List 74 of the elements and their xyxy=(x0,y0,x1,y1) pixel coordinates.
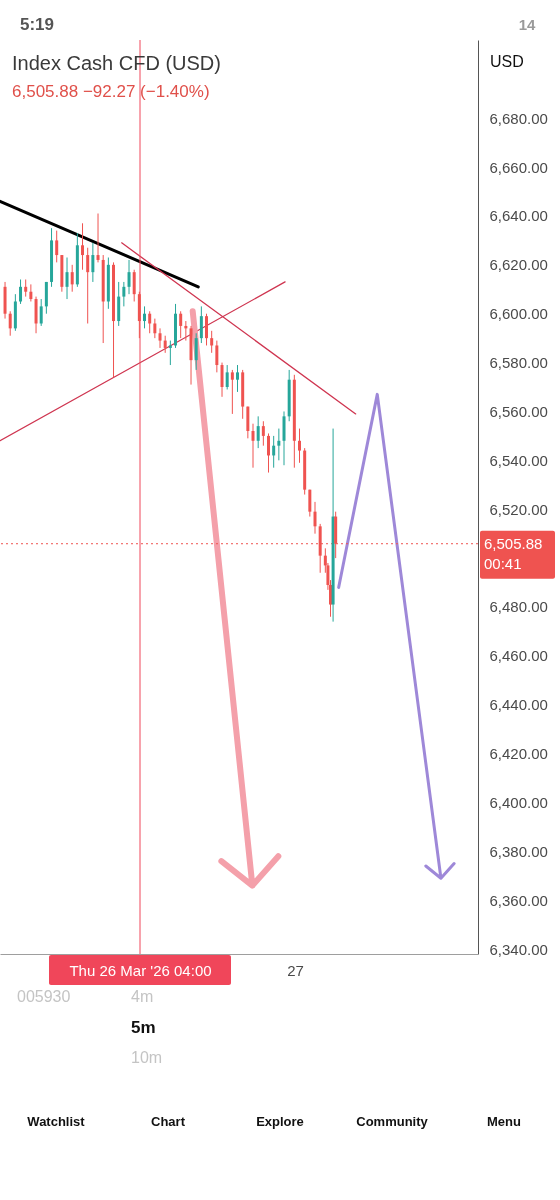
text: Watchlist xyxy=(27,1114,86,1129)
candlestick xyxy=(29,283,33,302)
candlestick xyxy=(298,428,302,464)
candlestick xyxy=(251,423,255,469)
candlestick xyxy=(194,332,198,371)
text: Chart xyxy=(151,1114,186,1129)
candlestick xyxy=(267,432,271,474)
candlestick xyxy=(205,313,209,346)
candlestick xyxy=(91,242,95,283)
y-tick-label: 6,360.00 xyxy=(489,891,548,909)
y-tick-label: 6,580.00 xyxy=(489,354,548,372)
candlestick xyxy=(261,420,265,447)
y-tick-label: 6,680.00 xyxy=(489,109,548,127)
candlestick xyxy=(96,213,100,263)
text: 5:19 xyxy=(20,15,55,34)
candlestick xyxy=(132,269,136,302)
y-tick-label: 6,420.00 xyxy=(489,745,548,763)
candlestick xyxy=(122,281,126,307)
x-tick-label: 27 xyxy=(287,961,304,979)
y-tick-label: 6,560.00 xyxy=(489,402,548,420)
text: USD xyxy=(490,53,524,70)
text: 14 xyxy=(518,16,536,33)
y-tick-label: 6,460.00 xyxy=(489,647,548,665)
y-tick-label: 6,540.00 xyxy=(489,451,548,469)
candlestick xyxy=(199,305,203,344)
y-tick-label: 6,660.00 xyxy=(489,158,548,176)
text: Index Cash CFD (USD) xyxy=(12,52,221,74)
candlestick xyxy=(277,428,281,461)
candlestick xyxy=(230,369,234,415)
line-series xyxy=(337,392,456,880)
y-tick-label: 6,440.00 xyxy=(489,696,548,714)
text: 005930 xyxy=(17,988,71,1005)
text: 00:41 xyxy=(484,554,522,572)
text: 6,505.88 −92.27 (−1.40%) xyxy=(12,82,210,101)
x-tick-label: Thu 26 Mar '26 04:00 xyxy=(69,961,212,979)
text: 4m xyxy=(131,988,154,1005)
text: Menu xyxy=(487,1114,522,1129)
candlestick xyxy=(158,327,162,349)
candlestick xyxy=(19,279,23,305)
y-tick-label: 6,380.00 xyxy=(489,842,548,860)
candlestick xyxy=(65,257,69,300)
candlestick xyxy=(143,305,147,329)
y-tick-label: 6,520.00 xyxy=(489,500,548,518)
text: 5m xyxy=(131,1018,156,1037)
candlestick xyxy=(236,364,240,393)
y-tick-label: 6,400.00 xyxy=(489,793,548,811)
candlestick xyxy=(127,259,131,295)
candlestick xyxy=(256,415,260,449)
candlestick xyxy=(313,501,317,535)
candlestick xyxy=(55,230,59,263)
text: Explore xyxy=(256,1114,304,1129)
candlestick xyxy=(272,435,276,469)
candlestick xyxy=(81,222,85,271)
candlestick xyxy=(179,310,183,339)
y-tick-label: 6,480.00 xyxy=(489,598,548,616)
candlestick xyxy=(210,330,214,354)
candlestick xyxy=(215,340,219,373)
candlestick xyxy=(225,364,229,390)
candlestick xyxy=(308,489,312,518)
candlestick xyxy=(86,247,90,324)
text: 10m xyxy=(131,1049,163,1066)
y-tick-label: 6,600.00 xyxy=(489,305,548,323)
ref-line-label: 6,505.88 xyxy=(484,534,543,552)
candlestick xyxy=(70,264,74,293)
candlestick xyxy=(8,310,12,337)
y-tick-label: 6,640.00 xyxy=(489,207,548,225)
candlestick xyxy=(168,340,172,366)
candlestick xyxy=(148,310,152,334)
candlestick xyxy=(39,298,43,327)
text: Community xyxy=(356,1114,429,1129)
candlestick xyxy=(220,362,224,398)
candlestick xyxy=(153,318,157,339)
y-tick-label: 6,620.00 xyxy=(489,256,548,274)
y-tick-label: 6,340.00 xyxy=(489,940,548,958)
